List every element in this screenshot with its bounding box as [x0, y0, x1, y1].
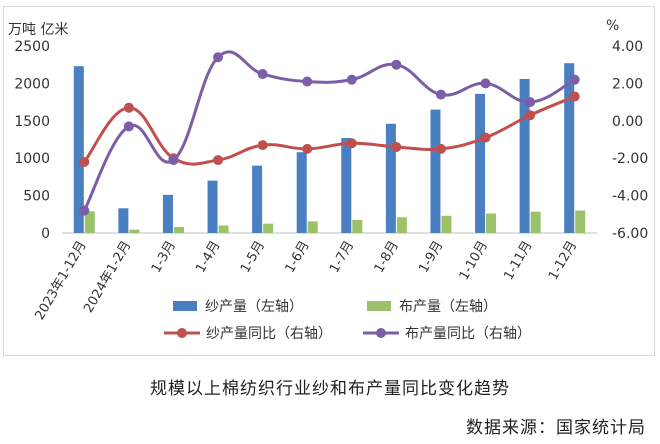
bar-cloth-output [396, 217, 407, 233]
bar-cloth-output [486, 213, 497, 233]
x-tick-label: 1-3月 [149, 239, 179, 276]
point-yarn-yoy [391, 141, 402, 152]
right-tick-label: -4.00 [612, 189, 648, 205]
bar-yarn-output [385, 123, 396, 233]
bar-yarn-output [430, 109, 441, 233]
bar-cloth-output [263, 223, 274, 233]
right-tick-label: 0.00 [612, 114, 643, 130]
legend-marker [376, 328, 386, 338]
point-yarn-yoy [480, 132, 491, 143]
bar-cloth-output [575, 210, 586, 233]
chart: 万吨 亿米 % 0 500 1000 1500 2000 2500 -6.00 -4.00 -2.0… [8, 18, 648, 342]
bar-yarn-output [207, 180, 218, 233]
x-tick-label: 2024年1-2月 [81, 239, 134, 316]
right-tick-label: 2.00 [612, 76, 643, 92]
right-tick-label: -2.00 [612, 151, 648, 167]
point-cloth-yoy [213, 52, 224, 63]
chart-frame [3, 6, 655, 356]
legend-label: 纱产量同比（右轴） [206, 326, 332, 342]
bar-yarn-output [341, 138, 352, 233]
legend-swatch [173, 301, 197, 311]
point-yarn-yoy [257, 140, 268, 151]
point-cloth-yoy [79, 205, 90, 216]
point-cloth-yoy [302, 76, 313, 87]
legend-swatch [367, 301, 391, 311]
left-tick-label: 2500 [14, 39, 50, 55]
legend-marker [177, 328, 187, 338]
bar-cloth-output [84, 211, 95, 233]
right-tick-label: -6.00 [612, 226, 648, 242]
left-tick-label: 500 [23, 189, 50, 205]
left-axis-unit: 万吨 亿米 [8, 22, 68, 38]
left-tick-label: 0 [41, 226, 50, 242]
x-tick-label: 1-4月 [193, 239, 223, 276]
point-yarn-yoy [525, 110, 536, 121]
bar-cloth-output [530, 211, 541, 233]
bar-yarn-output [118, 208, 129, 233]
point-cloth-yoy [569, 74, 580, 85]
x-tick-label: 1-8月 [372, 239, 402, 276]
legend-label: 布产量（左轴） [399, 299, 497, 315]
bar-cloth-output [352, 219, 363, 233]
point-cloth-yoy [257, 69, 268, 80]
bar-cloth-output [307, 221, 318, 233]
point-cloth-yoy [123, 121, 134, 132]
bar-yarn-output [162, 194, 173, 233]
x-tick-label: 1-5月 [238, 239, 268, 276]
left-tick-label: 2000 [14, 76, 50, 92]
right-axis-unit: % [606, 18, 619, 34]
point-yarn-yoy [569, 91, 580, 102]
left-tick-label: 1500 [14, 114, 50, 130]
bar-yarn-output [252, 165, 263, 233]
x-tick-label: 1-11月 [501, 239, 535, 283]
point-yarn-yoy [435, 143, 446, 154]
point-yarn-yoy [302, 143, 313, 154]
chart-caption: 规模以上棉纺织行业纱和布产量同比变化趋势 [150, 379, 510, 399]
point-cloth-yoy [525, 97, 536, 108]
bar-cloth-output [129, 229, 140, 233]
bar-cloth-output [173, 227, 184, 233]
point-cloth-yoy [480, 78, 491, 89]
right-tick-label: 4.00 [612, 39, 643, 55]
point-yarn-yoy [346, 138, 357, 149]
data-source: 数据来源：国家统计局 [466, 418, 646, 438]
x-tick-label: 1-12月 [546, 239, 580, 283]
point-yarn-yoy [213, 155, 224, 166]
point-cloth-yoy [168, 155, 179, 166]
x-tick-label: 1-7月 [327, 239, 357, 276]
point-yarn-yoy [79, 156, 90, 167]
bar-cloth-output [218, 225, 229, 233]
legend-label: 纱产量（左轴） [205, 299, 303, 315]
bar-yarn-output [296, 152, 307, 233]
bar-yarn-output [475, 93, 486, 233]
x-tick-label: 2023年1-12月 [32, 239, 89, 323]
point-cloth-yoy [346, 74, 357, 85]
bar-yarn-output [519, 78, 530, 233]
point-cloth-yoy [435, 89, 446, 100]
x-tick-label: 1-6月 [283, 239, 313, 276]
point-yarn-yoy [123, 102, 134, 113]
legend-label: 布产量同比（右轴） [405, 326, 531, 342]
bar-yarn-output [564, 63, 575, 234]
bar-yarn-output [73, 66, 84, 233]
bar-cloth-output [441, 215, 452, 233]
x-tick-label: 1-10月 [457, 238, 491, 282]
point-cloth-yoy [391, 59, 402, 70]
left-tick-label: 1000 [14, 151, 50, 167]
x-tick-label: 1-9月 [416, 239, 446, 276]
